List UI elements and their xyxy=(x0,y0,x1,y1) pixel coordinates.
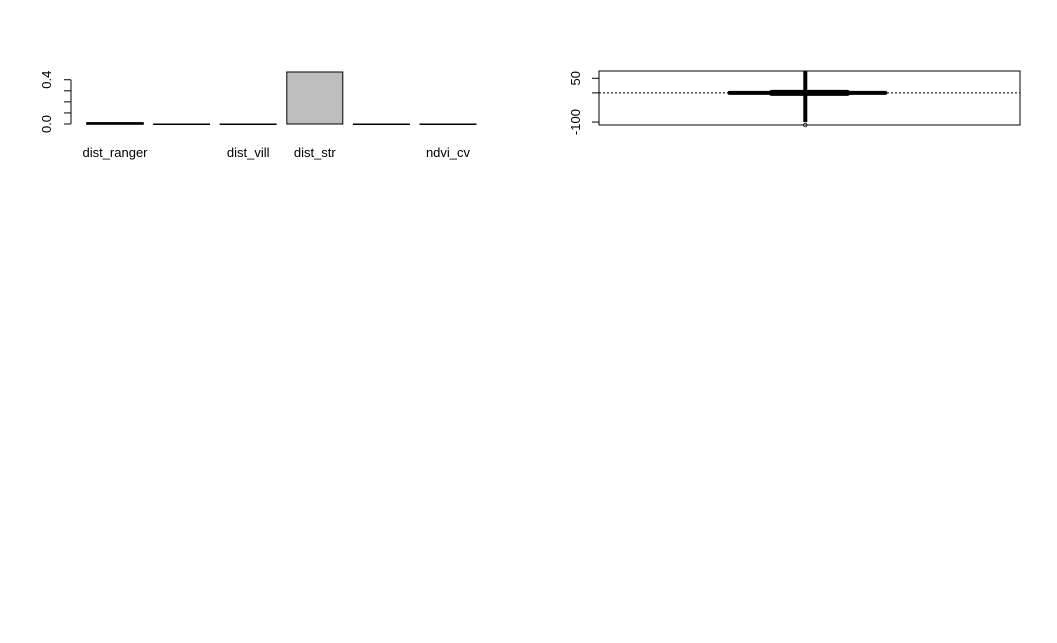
y-tick-label: 0.4 xyxy=(39,71,54,89)
bar xyxy=(219,123,277,125)
outlier-point xyxy=(803,122,808,128)
plot-frame xyxy=(598,70,1021,126)
y-tick-label: 0.0 xyxy=(39,115,54,133)
bar xyxy=(352,123,410,125)
x-tick-label: dist_str xyxy=(294,145,337,160)
bar-chart: 0.0 0.4 dist_ranger dist_vill dist_str ndvi_c… xyxy=(39,71,477,160)
bar xyxy=(419,123,477,125)
x-tick-label: dist_ranger xyxy=(82,145,148,160)
whisker-chart: -100 50 xyxy=(568,70,1021,135)
y-tick-label: 50 xyxy=(568,71,583,85)
y-tick-label: -100 xyxy=(568,109,583,135)
bar xyxy=(286,71,344,125)
x-tick-label: ndvi_cv xyxy=(426,145,471,160)
x-tick-label: dist_vill xyxy=(227,145,270,160)
bar xyxy=(86,122,144,125)
bar xyxy=(153,123,211,125)
